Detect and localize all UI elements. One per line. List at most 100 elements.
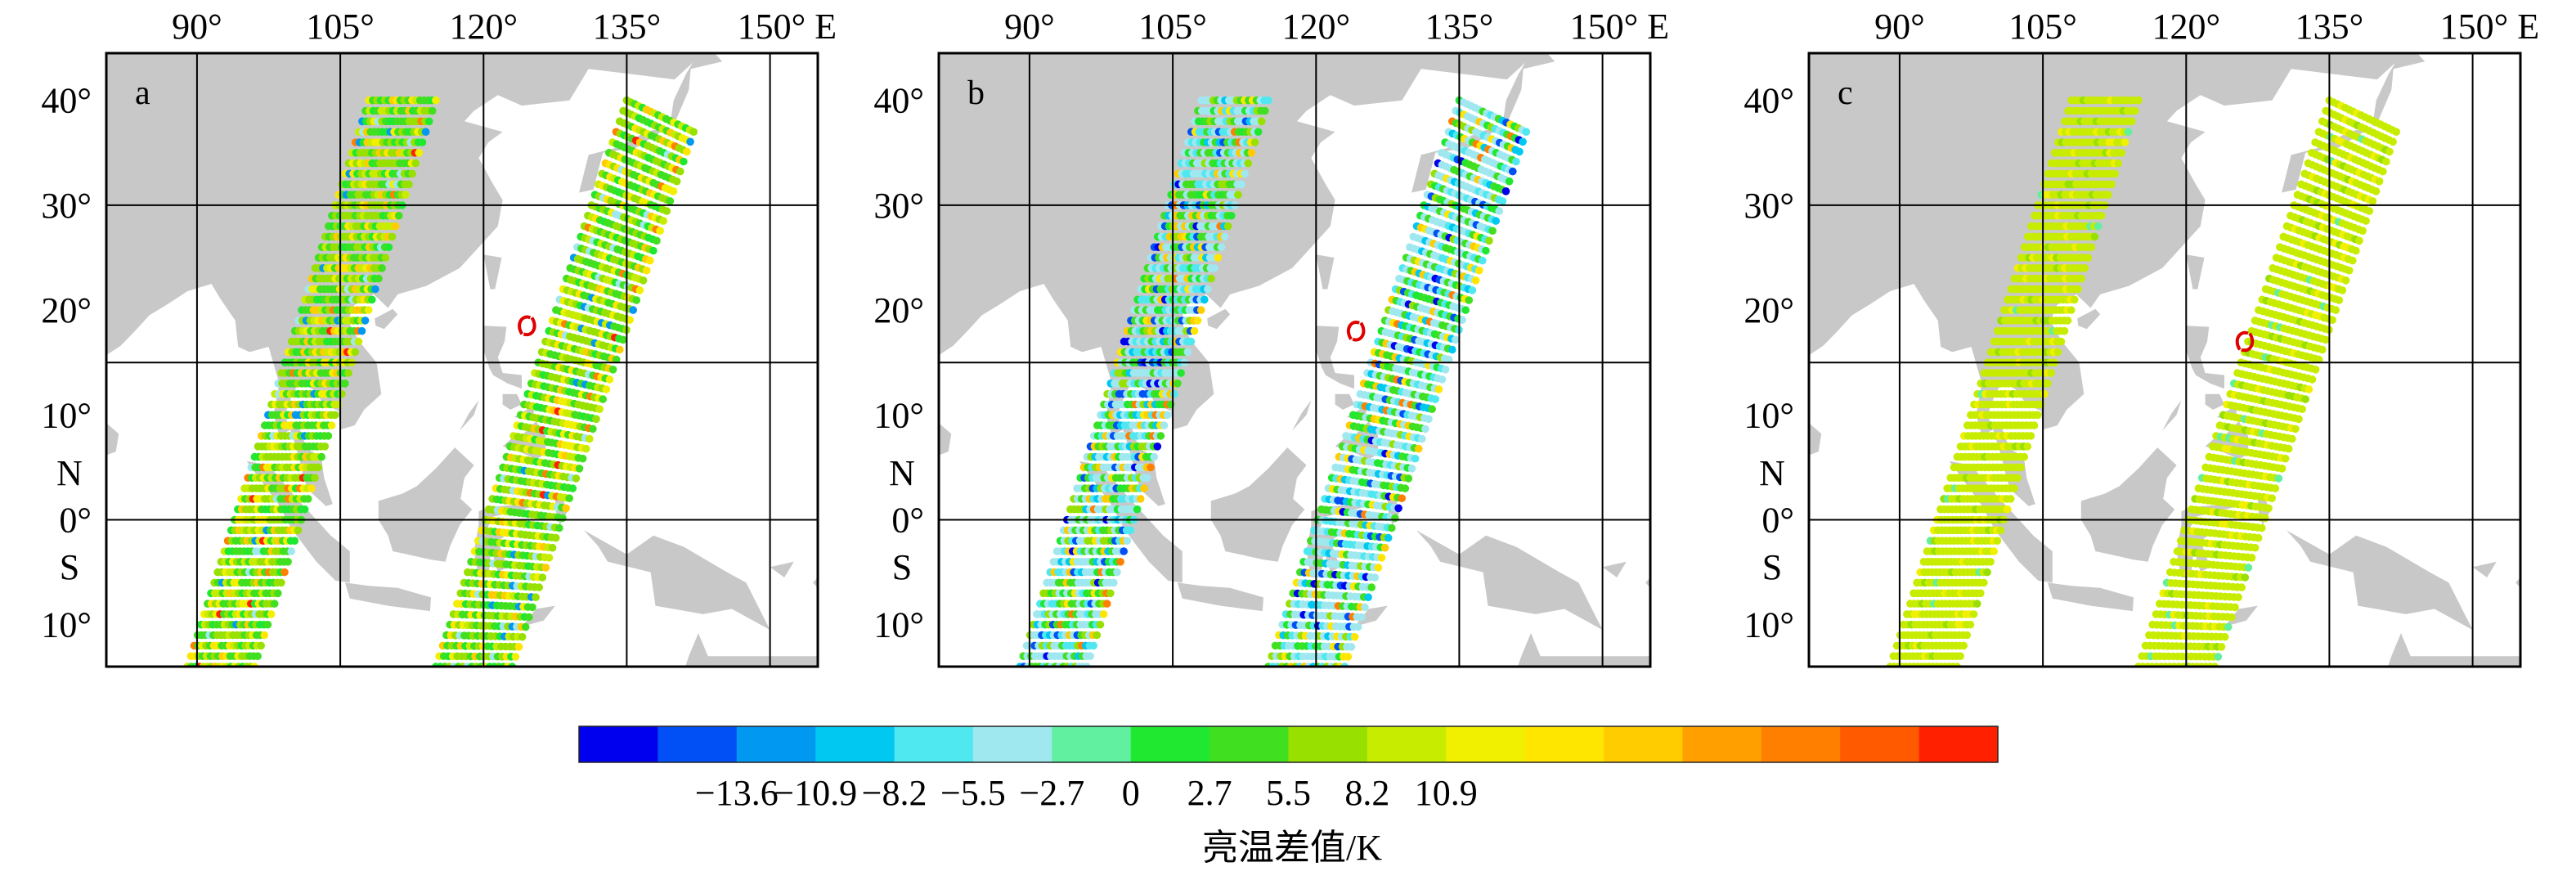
swath-point <box>1110 578 1118 587</box>
landmass <box>1517 633 1650 667</box>
landmass <box>502 393 522 410</box>
longitude-tick-label: 105° <box>1138 7 1207 47</box>
swath-point <box>1519 137 1527 146</box>
swath-point <box>1986 558 1995 566</box>
swath-point <box>1140 484 1148 492</box>
swath-point <box>1358 613 1366 622</box>
swath-point <box>311 474 319 482</box>
landmass <box>1809 423 1822 456</box>
swath-point <box>1102 600 1111 608</box>
map-frame <box>937 52 1652 668</box>
swath-point <box>411 159 420 168</box>
swath-point <box>1391 514 1399 523</box>
swath-point <box>599 395 607 403</box>
swath-point <box>321 442 330 451</box>
landmass <box>1177 582 1263 612</box>
longitude-tick-label: 135° <box>1425 7 1494 47</box>
swath-point <box>1479 256 1487 265</box>
swath-point <box>608 366 617 374</box>
swath-point <box>1398 494 1406 502</box>
swath-point <box>2080 264 2089 272</box>
longitude-tick-label: 150° E <box>1570 7 1669 47</box>
swath-point <box>1452 335 1460 344</box>
swath-point <box>586 434 594 443</box>
landmass <box>106 53 703 506</box>
swath-point <box>532 593 540 601</box>
swath-point <box>1106 589 1115 598</box>
swath-point <box>1204 285 1212 294</box>
swath-point <box>1990 547 1998 555</box>
swath-point <box>317 452 326 461</box>
swath-point <box>1143 474 1151 482</box>
swath-points <box>1886 96 2400 667</box>
swath-point <box>1353 622 1362 631</box>
swath-point <box>1972 600 1981 608</box>
swath-point <box>2084 254 2093 262</box>
swath-point <box>518 632 527 641</box>
swath-point <box>1377 554 1386 562</box>
swath-point <box>1498 197 1507 205</box>
longitude-tick-label: 135° <box>593 7 662 47</box>
swath-point <box>1086 652 1094 660</box>
map-panel-c: c90° 105° 120° 135° 150° E40°30°20°10°0°10°N… <box>1744 7 2539 668</box>
swath-point <box>639 276 648 285</box>
swath-point <box>551 533 560 542</box>
swath-point <box>351 348 360 357</box>
swath-point <box>402 191 410 199</box>
swath-point <box>602 385 611 393</box>
swath-point <box>381 254 390 262</box>
swath-point <box>1163 411 1172 420</box>
swath-point <box>424 117 433 126</box>
swath-point <box>1344 653 1353 661</box>
swath-point <box>1089 641 1097 650</box>
swath-point <box>1425 415 1433 424</box>
swath-point <box>1996 526 2005 535</box>
landmass <box>1411 53 1555 193</box>
swath-point <box>1404 474 1413 483</box>
landmass <box>522 605 555 627</box>
swath-point <box>307 484 316 492</box>
swath-point <box>1153 442 1162 451</box>
landmass <box>344 582 431 612</box>
swath-point <box>1505 177 1514 186</box>
swath-point <box>277 578 285 587</box>
swath-point <box>1438 375 1447 384</box>
swath-point <box>1200 295 1209 304</box>
swath-point <box>555 523 563 532</box>
landmass <box>2047 582 2134 612</box>
landmass <box>684 633 818 667</box>
swath-point <box>1394 504 1402 513</box>
swath-point <box>1223 222 1232 231</box>
swath-point <box>1969 610 1978 618</box>
latitude-tick-label: 30° <box>41 186 92 226</box>
landmass <box>2472 561 2497 577</box>
latitude-tick-label: 10° <box>41 395 92 435</box>
swath-point <box>2071 295 2079 304</box>
swath-point <box>388 232 397 241</box>
swath-point <box>528 603 536 612</box>
swath-point <box>2104 191 2112 199</box>
swath-point <box>538 573 547 582</box>
swath-point <box>1482 246 1490 255</box>
landmass <box>1207 308 1231 330</box>
swath-point <box>2067 306 2076 314</box>
swath-point <box>260 631 269 640</box>
landmass <box>375 308 398 330</box>
swath-point <box>1468 286 1477 294</box>
swath-point <box>405 180 413 189</box>
swath-point <box>616 345 624 354</box>
swath-point <box>1515 147 1524 156</box>
swath-point <box>375 274 383 283</box>
swath-point <box>1461 306 1470 314</box>
swath-point <box>562 504 570 513</box>
swath-point <box>2094 222 2103 231</box>
swath-point <box>1441 366 1450 374</box>
swath-point <box>303 495 312 503</box>
swath-point <box>1384 533 1393 542</box>
swath-point <box>2030 421 2039 429</box>
typhoon-symbol <box>1346 320 1366 342</box>
swath-point <box>605 375 614 384</box>
swath-point <box>646 256 654 265</box>
swath-point <box>1227 211 1236 220</box>
swath-point <box>2063 317 2072 325</box>
